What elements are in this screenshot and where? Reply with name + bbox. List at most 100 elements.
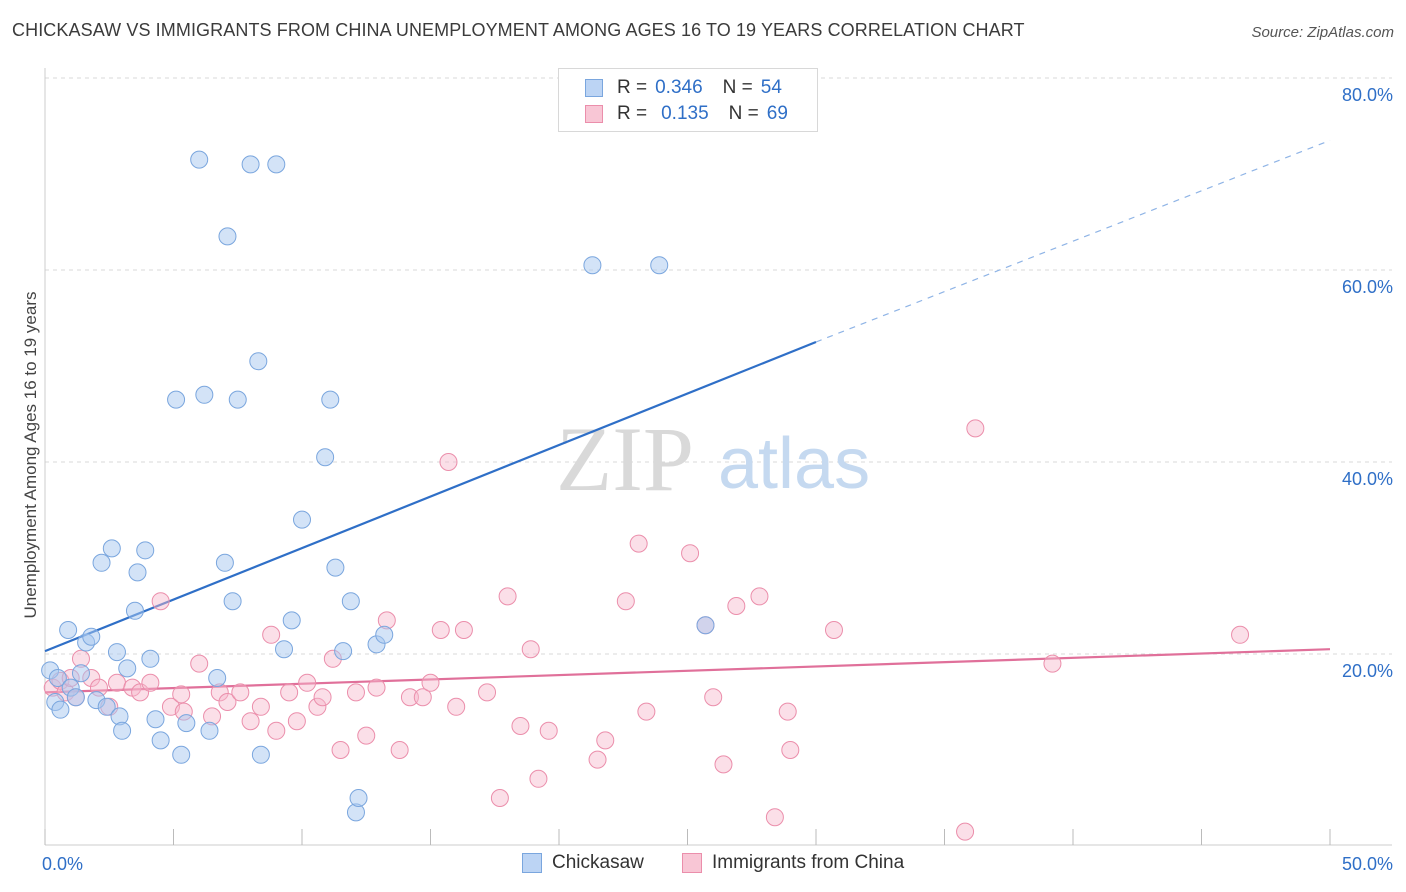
y-tick-label: 60.0% — [1342, 277, 1393, 297]
data-point-china — [478, 683, 497, 702]
data-point-chickasaw — [71, 664, 90, 683]
data-point-chickasaw — [241, 155, 260, 174]
data-point-china — [765, 808, 784, 827]
data-point-chickasaw — [650, 256, 669, 275]
data-point-china — [251, 697, 270, 716]
data-point-chickasaw — [92, 553, 111, 572]
correlation-legend: R = 0.346 N = 54 R = 0.135 N = 69 — [558, 68, 818, 132]
data-point-chickasaw — [107, 643, 126, 662]
legend-item-china: Immigrants from China — [682, 852, 904, 874]
series-legend: Chickasaw Immigrants from China — [0, 852, 1406, 876]
data-point-chickasaw — [59, 621, 78, 639]
data-point-china — [529, 769, 548, 788]
data-point-chickasaw — [125, 601, 144, 620]
data-point-china — [287, 712, 306, 731]
data-point-china — [498, 587, 517, 606]
data-point-chickasaw — [321, 390, 340, 409]
data-point-chickasaw — [51, 700, 70, 719]
legend-n-value: 69 — [766, 103, 788, 124]
data-point-china — [637, 702, 656, 721]
y-tick-label: 40.0% — [1342, 469, 1393, 489]
data-point-chickasaw — [326, 558, 345, 577]
x-tick-label: 0.0% — [42, 854, 83, 874]
data-point-china — [298, 673, 317, 692]
legend-swatch-chickasaw — [522, 853, 542, 873]
data-point-china — [280, 683, 299, 702]
data-point-china — [616, 592, 635, 611]
data-point-china — [629, 534, 648, 553]
legend-swatch-china — [682, 853, 702, 873]
data-point-china — [172, 685, 191, 704]
data-point-chickasaw — [341, 592, 360, 611]
data-point-chickasaw — [113, 721, 132, 740]
data-point-china — [490, 789, 509, 807]
data-point-china — [431, 621, 450, 639]
data-point-china — [107, 673, 126, 692]
data-point-china — [346, 683, 365, 702]
data-point-chickasaw — [218, 227, 237, 246]
data-point-chickasaw — [316, 448, 335, 467]
y-axis-label: Unemployment Among Ages 16 to 19 years — [21, 291, 40, 619]
data-point-china — [1043, 654, 1062, 673]
data-point-chickasaw — [48, 669, 67, 687]
x-tick-label: 50.0% — [1342, 854, 1393, 874]
watermark-zip: ZIP — [556, 408, 694, 510]
data-point-chickasaw — [696, 616, 715, 635]
trend-lines — [44, 139, 1331, 694]
data-point-china — [681, 544, 700, 563]
watermark-atlas: atlas — [718, 424, 870, 504]
data-point-chickasaw — [141, 649, 160, 668]
legend-n-label: N = — [728, 103, 759, 124]
data-point-chickasaw — [334, 642, 353, 661]
trend-line-china — [44, 648, 1331, 694]
data-point-china — [588, 750, 607, 769]
y-tick-label: 80.0% — [1342, 85, 1393, 105]
data-point-chickasaw — [349, 789, 368, 807]
legend-row-chickasaw: R = 0.346 N = 54 — [585, 77, 782, 99]
data-point-china — [367, 678, 386, 697]
data-point-chickasaw — [151, 731, 170, 750]
data-point-chickasaw — [375, 625, 394, 644]
y-tick-label: 20.0% — [1342, 661, 1393, 681]
data-point-chickasaw — [267, 155, 286, 174]
data-point-china — [141, 673, 160, 692]
data-point-china — [521, 640, 540, 659]
data-point-china — [218, 693, 237, 711]
axes — [44, 68, 1392, 846]
tick-labels: 20.0% 40.0% 60.0% 80.0% 0.0% 50.0% — [42, 85, 1393, 874]
data-point-chickasaw — [228, 390, 247, 409]
data-point-china — [1231, 625, 1250, 644]
data-point-china — [413, 688, 432, 707]
data-point-chickasaw — [128, 563, 147, 582]
data-point-china — [714, 755, 733, 774]
data-point-china — [421, 673, 440, 692]
data-point-chickasaw — [249, 352, 268, 371]
data-point-china — [308, 697, 327, 716]
data-point-chickasaw — [146, 710, 165, 729]
legend-item-chickasaw: Chickasaw — [522, 852, 644, 874]
watermark: ZIP atlas — [556, 408, 870, 510]
legend-r-label: R = — [617, 103, 648, 124]
data-point-china — [727, 597, 746, 615]
data-point-chickasaw — [200, 721, 219, 740]
data-point-china — [313, 688, 332, 707]
data-point-chickasaw — [583, 256, 602, 275]
data-point-chickasaw — [82, 627, 101, 646]
data-point-chickasaw — [293, 510, 311, 529]
data-point-chickasaw — [177, 714, 196, 733]
data-point-china — [262, 625, 281, 644]
data-point-chickasaw — [223, 592, 242, 611]
data-point-china — [151, 592, 170, 611]
data-point-china — [454, 621, 473, 639]
legend-label-chickasaw: Chickasaw — [552, 852, 644, 873]
data-point-chickasaw — [215, 553, 234, 572]
data-point-china — [956, 822, 975, 841]
data-point-china — [539, 721, 558, 740]
legend-swatch-pink — [585, 105, 603, 123]
trend-line-chickasaw — [44, 340, 817, 653]
legend-swatch-blue — [585, 79, 603, 97]
data-point-china — [511, 717, 530, 735]
legend-n-label: N = — [722, 77, 753, 98]
data-point-chickasaw — [282, 611, 301, 630]
